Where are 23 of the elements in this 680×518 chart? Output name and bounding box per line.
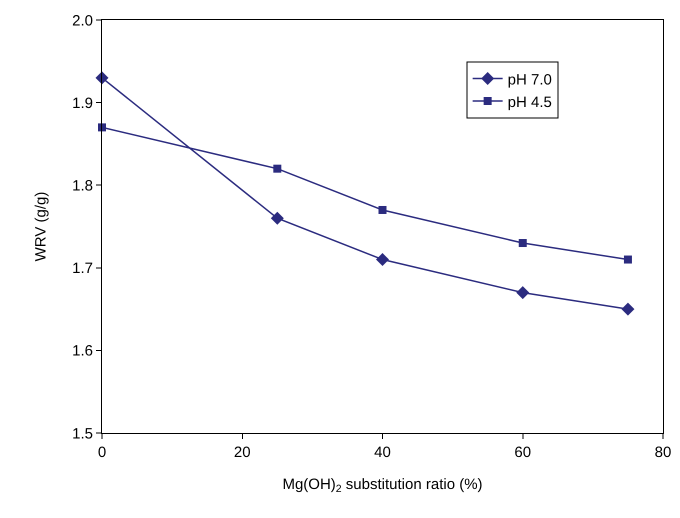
- point: [378, 206, 386, 214]
- legend-label: pH 4.5: [508, 94, 552, 111]
- x-tick-label: 40: [374, 444, 391, 461]
- y-tick-label: 1.5: [72, 425, 93, 442]
- point: [270, 212, 284, 225]
- x-tick-label: 80: [654, 444, 672, 461]
- x-axis-title: Mg(OH)$_{2}$ substitution ratio (%): [282, 476, 483, 496]
- y-tick-label: 1.8: [72, 177, 93, 194]
- point: [273, 164, 282, 173]
- point: [376, 253, 389, 266]
- x-tick-label: 60: [514, 444, 532, 461]
- y-tick-label: 2.0: [72, 12, 93, 30]
- y-tick-label: 1.7: [72, 260, 93, 278]
- x-tick-label: 20: [234, 444, 251, 461]
- point: [621, 302, 634, 316]
- y-axis-title: WRV (g/g): [32, 192, 50, 262]
- x-tick-label: 0: [98, 444, 106, 461]
- y-tick-label: 1.6: [72, 342, 93, 360]
- point: [518, 239, 527, 248]
- legend-label: pH 7.0: [508, 71, 552, 88]
- point: [516, 286, 530, 300]
- y-tick-label: 1.9: [72, 94, 93, 112]
- point: [624, 256, 632, 264]
